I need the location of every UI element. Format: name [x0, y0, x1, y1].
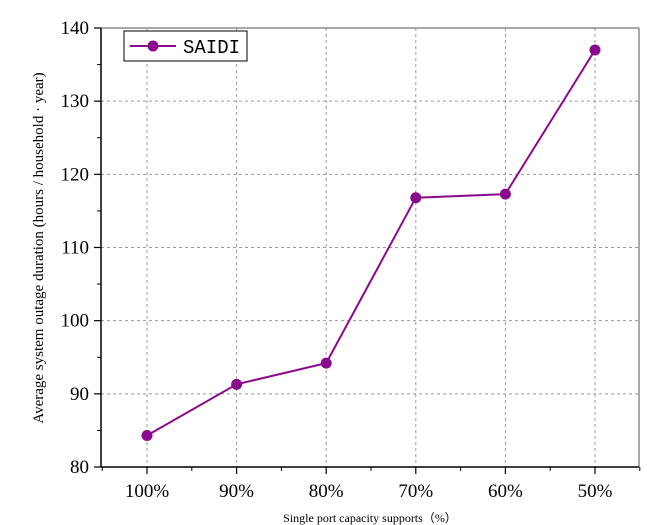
legend-label: SAIDI: [183, 37, 240, 59]
x-tick-label: 70%: [398, 481, 433, 502]
y-axis-title: Average system outage duration (hours / …: [31, 72, 47, 423]
y-tick-label: 130: [61, 91, 90, 112]
gridlines: [101, 27, 639, 467]
x-axis-ticks: 100% 90% 80% 70% 60% 50%: [101, 467, 641, 502]
x-tick-label: 80%: [309, 481, 344, 502]
y-axis-ticks: 80 90 100 110 120 130 140: [61, 18, 101, 478]
y-tick-label: 80: [70, 457, 89, 478]
x-tick-label: 60%: [488, 481, 523, 502]
series-line-saidi: [146, 49, 596, 437]
y-tick-label: 140: [61, 18, 90, 39]
legend-marker: [147, 40, 159, 52]
x-tick-label: 90%: [219, 481, 254, 502]
x-tick-label: 50%: [578, 481, 613, 502]
x-tick-label: 100%: [125, 481, 170, 502]
data-point: [410, 192, 422, 204]
data-point: [589, 44, 601, 56]
y-tick-label: 100: [61, 311, 90, 332]
data-point: [499, 188, 511, 200]
series-group: [141, 44, 601, 442]
y-tick-label: 90: [70, 384, 89, 405]
data-point: [231, 378, 243, 390]
legend: SAIDI: [123, 30, 248, 62]
y-tick-label: 120: [61, 164, 90, 185]
data-point: [320, 357, 332, 369]
x-axis-title: Single port capacity supports（%）: [283, 511, 457, 525]
data-point: [141, 430, 153, 442]
y-tick-label: 110: [61, 238, 89, 259]
